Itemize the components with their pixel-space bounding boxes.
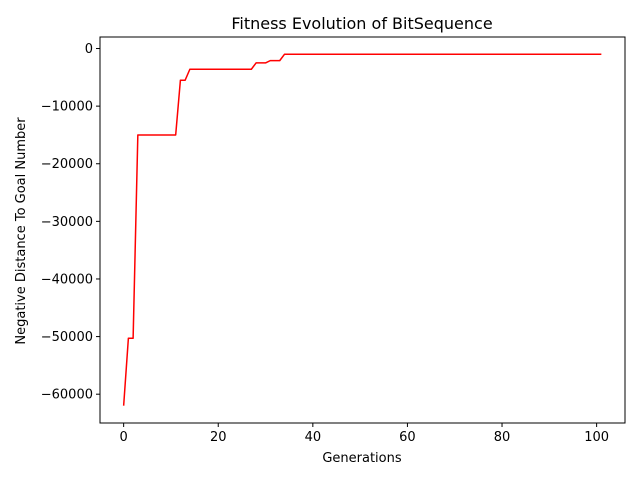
plot-frame — [99, 36, 626, 424]
y-tick-label: −60000 — [41, 388, 93, 403]
y-tick-label: −20000 — [41, 157, 93, 172]
x-tick-label: 60 — [399, 430, 416, 445]
axis-ticks: 0 20 40 60 80 100 −60000 −50000 −40000 −30000 −200… — [41, 42, 609, 445]
x-tick-label: 0 — [120, 430, 128, 445]
y-axis-label: Negative Distance To Goal Number — [14, 117, 29, 345]
x-tick-label: 40 — [305, 430, 322, 445]
x-tick-label: 80 — [494, 430, 511, 445]
y-tick-label: −50000 — [41, 330, 93, 345]
series-layer — [122, 53, 602, 406]
x-tick-label: 20 — [210, 430, 227, 445]
x-axis-label: Generations — [322, 451, 402, 466]
chart-title: Fitness Evolution of BitSequence — [231, 14, 492, 33]
x-tick-label: 100 — [584, 430, 609, 445]
series-line-0 — [122, 53, 602, 406]
y-tick-label: −40000 — [41, 272, 93, 287]
y-tick-label: −30000 — [41, 215, 93, 230]
y-tick-label: 0 — [85, 42, 93, 57]
y-tick-label: −10000 — [41, 100, 93, 115]
